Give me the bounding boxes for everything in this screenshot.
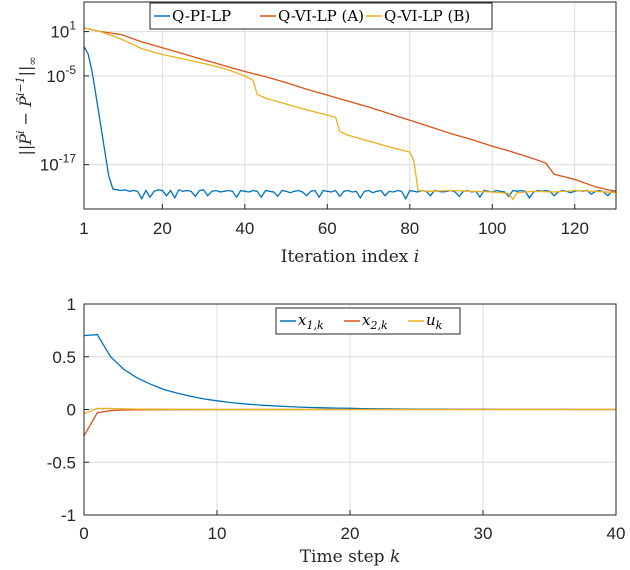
top-plot-frame	[83, 1, 617, 210]
top-x-tick-labels: 1 20 40 60 80 100 120	[79, 204, 589, 238]
top-legend-label: Q-VI-LP (B)	[384, 7, 470, 25]
bottom-x-tick-label: 20	[341, 524, 360, 543]
bottom-x-tick-label: 30	[474, 524, 493, 543]
bottom-y-tick-label: 1	[67, 295, 76, 314]
bottom-legend: x1,k x2,k uk	[275, 307, 461, 335]
top-x-tick-label: 1	[79, 219, 88, 238]
bottom-x-tick-label: 40	[607, 524, 626, 543]
bottom-y-tick-labels: 1 0.5 0 -0.5 -1	[47, 295, 89, 525]
top-x-tick-label: 40	[235, 219, 254, 238]
top-gridlines	[83, 2, 616, 209]
bottom-series-lines	[83, 333, 616, 437]
top-x-tick-label: 100	[478, 219, 506, 238]
bottom-x-axis-label: Time step k	[300, 547, 401, 567]
top-series-lines	[84, 27, 616, 201]
top-series-line-2	[84, 27, 616, 192]
bottom-legend-label: x2,k	[362, 311, 388, 332]
top-legend-box	[149, 2, 493, 30]
bottom-legend-label: x1,k	[298, 311, 324, 332]
top-legend-label: Q-VI-LP (A)	[278, 7, 364, 25]
bottom-y-tick-label: -0.5	[47, 453, 76, 472]
bottom-y-tick-label: 0	[67, 401, 76, 420]
bottom-legend-label: uk	[426, 311, 443, 332]
bottom-series-line-3	[83, 407, 616, 415]
bottom-x-tick-label: 10	[208, 524, 227, 543]
top-x-tick-label: 80	[400, 219, 419, 238]
top-series-line-3	[84, 27, 616, 201]
top-x-tick-label: 60	[318, 219, 337, 238]
top-y-tick-label: 10-17	[40, 152, 77, 175]
bottom-y-tick-label: 0.5	[52, 348, 76, 367]
top-x-tick-label: 120	[561, 219, 589, 238]
bottom-y-tick-label: -1	[61, 506, 76, 525]
top-legend: Q-PI-LP Q-VI-LP (A) Q-VI-LP (B)	[149, 2, 493, 30]
bottom-chart: 0 10 20 30 40 1 0.5 0 -0.5 -1 Time step k x1,k x2…	[47, 295, 626, 567]
top-series-line-1	[84, 46, 616, 201]
top-y-tick-labels: 101 10-5 10-17	[40, 19, 89, 175]
bottom-legend-box	[275, 307, 461, 335]
top-y-axis-label: ||P̂i − P̂i−1||∞	[14, 56, 39, 155]
svg-text:||P̂i − P̂i−1||∞: ||P̂i − P̂i−1||∞	[14, 56, 39, 155]
top-x-axis-label: Iteration index i	[281, 247, 419, 267]
top-y-tick-label: 10-5	[46, 63, 76, 86]
bottom-x-tick-labels: 0 10 20 30 40	[79, 510, 625, 543]
top-x-tick-label: 20	[153, 219, 172, 238]
bottom-x-tick-label: 0	[79, 524, 88, 543]
top-legend-label: Q-PI-LP	[172, 7, 231, 25]
top-y-tick-label: 101	[50, 19, 76, 42]
